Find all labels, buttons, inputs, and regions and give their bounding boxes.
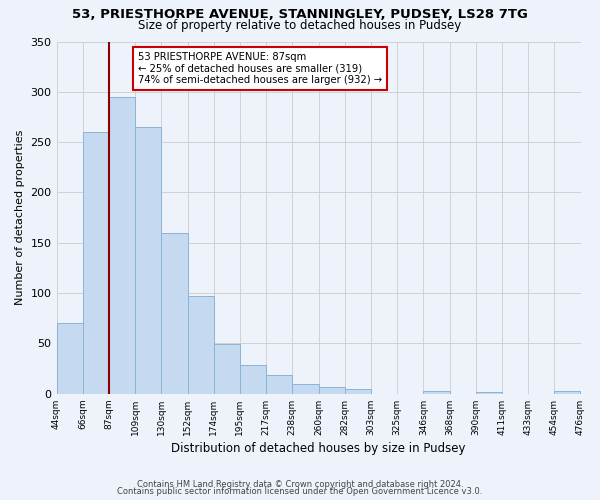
Bar	[240, 364, 266, 394]
Bar	[476, 392, 502, 394]
Bar	[292, 384, 319, 394]
Bar	[554, 391, 580, 394]
Bar	[345, 389, 371, 394]
X-axis label: Distribution of detached houses by size in Pudsey: Distribution of detached houses by size …	[171, 442, 466, 455]
Bar	[424, 391, 449, 394]
Bar	[319, 387, 345, 394]
Text: Contains HM Land Registry data © Crown copyright and database right 2024.: Contains HM Land Registry data © Crown c…	[137, 480, 463, 489]
Bar	[109, 97, 135, 394]
Text: 53, PRIESTHORPE AVENUE, STANNINGLEY, PUDSEY, LS28 7TG: 53, PRIESTHORPE AVENUE, STANNINGLEY, PUD…	[72, 8, 528, 20]
Text: 53 PRIESTHORPE AVENUE: 87sqm
← 25% of detached houses are smaller (319)
74% of s: 53 PRIESTHORPE AVENUE: 87sqm ← 25% of de…	[138, 52, 382, 86]
Text: Contains public sector information licensed under the Open Government Licence v3: Contains public sector information licen…	[118, 488, 482, 496]
Bar	[188, 296, 214, 394]
Bar	[83, 132, 109, 394]
Y-axis label: Number of detached properties: Number of detached properties	[15, 130, 25, 306]
Text: Size of property relative to detached houses in Pudsey: Size of property relative to detached ho…	[139, 18, 461, 32]
Bar	[266, 374, 292, 394]
Bar	[135, 127, 161, 394]
Bar	[161, 233, 188, 394]
Bar	[56, 324, 83, 394]
Bar	[214, 344, 240, 394]
